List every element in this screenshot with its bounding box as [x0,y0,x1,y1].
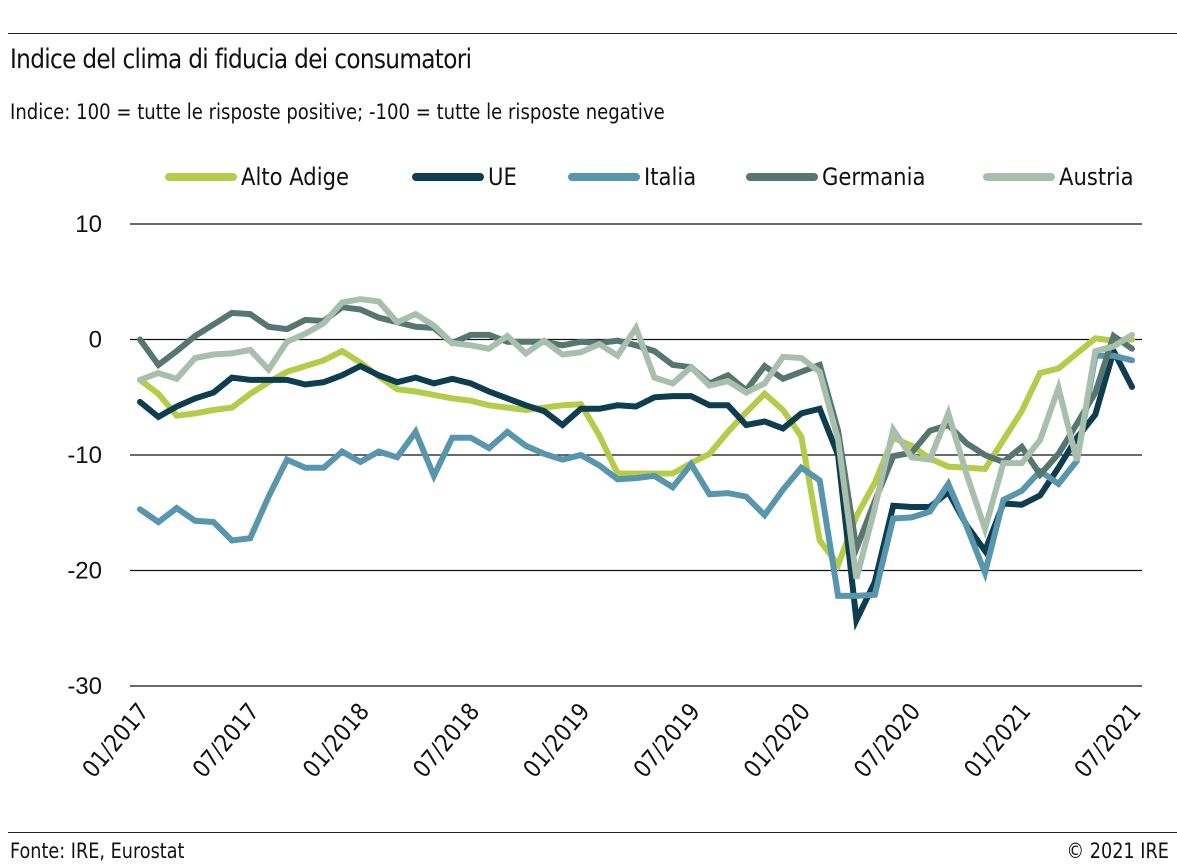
legend-swatch [165,173,237,181]
top-rule [8,33,1177,34]
bottom-rule [8,832,1177,833]
legend-item-ue: UE [412,160,521,194]
x-tick-label: 07/2019 [628,698,706,783]
y-tick-label: -30 [67,673,102,700]
x-tick-label: 01/2017 [77,698,155,783]
x-tick-label: 01/2019 [518,698,596,783]
legend-item-alto-adige: Alto Adige [165,160,364,194]
x-tick-label: 01/2018 [298,698,376,783]
x-tick-label: 01/2021 [959,698,1037,783]
x-axis-ticks: 01/2017 07/2017 01/2018 07/2018 01/2019 07/20… [77,698,1147,783]
legend-swatch [746,173,818,181]
series-line-ue [137,343,1135,631]
series-line-austria [137,296,1135,580]
legend-label: Alto Adige [241,163,349,191]
legend-item-italia: Italia [568,160,703,194]
x-tick-label: 07/2017 [188,698,266,783]
y-tick-label: 0 [89,327,102,354]
x-tick-label: 01/2020 [739,698,817,783]
legend-item-germania: Germania [746,160,939,194]
legend: Alto Adige UE Italia Germania Austria [0,160,1177,194]
chart-title: Indice del clima di fiducia dei consumat… [10,44,472,75]
x-tick-label: 07/2018 [408,698,486,783]
legend-label: Austria [1059,163,1134,191]
legend-swatch [983,173,1055,181]
x-tick-label: 07/2020 [849,698,927,783]
y-tick-label: -20 [67,558,102,585]
line-chart: 10 0 -10 -20 -30 01/2017 07/2017 01/2018 07/201… [67,211,1147,783]
legend-label: UE [488,163,517,191]
legend-label: Germania [822,163,926,191]
source-note: Fonte: IRE, Eurostat [10,839,185,863]
y-tick-label: -10 [67,442,102,469]
series-lines [137,296,1135,631]
legend-item-austria: Austria [983,160,1144,194]
x-tick-label: 07/2021 [1069,698,1147,783]
chart-subtitle: Indice: 100 = tutte le risposte positive… [10,100,665,124]
y-axis-ticks: 10 0 -10 -20 -30 [67,211,102,700]
series-line-germania [137,304,1135,561]
copyright-note: © 2021 IRE [1066,839,1169,863]
series-line-italia [137,352,1135,599]
legend-swatch [568,173,640,181]
legend-swatch [412,173,484,181]
legend-label: Italia [644,163,697,191]
y-tick-label: 10 [75,211,102,238]
